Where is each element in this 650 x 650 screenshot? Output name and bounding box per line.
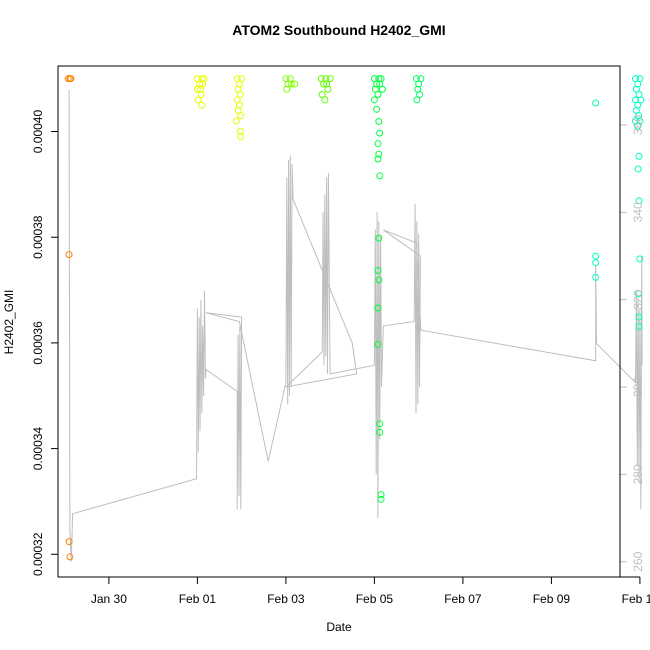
y-tick-label: 0.00032 xyxy=(31,532,45,576)
data-point xyxy=(375,150,383,158)
scatter-points-group xyxy=(64,75,645,561)
data-point xyxy=(326,75,334,83)
data-point xyxy=(592,273,600,281)
data-point xyxy=(376,129,384,137)
data-point xyxy=(376,80,384,88)
data-point xyxy=(237,112,245,120)
data-point xyxy=(232,117,240,125)
data-point xyxy=(65,538,73,546)
data-point xyxy=(198,75,206,83)
right-axis-trace-line xyxy=(68,89,643,562)
y-tick-label: 0.00040 xyxy=(31,110,45,154)
data-point xyxy=(65,251,73,259)
axes-group: Jan 30 Feb 01 Feb 03 Feb 05 Feb 07 Feb 09 Feb … xyxy=(31,110,650,606)
plot-frame xyxy=(57,65,621,578)
right-axis-trace-group xyxy=(68,89,643,562)
data-point xyxy=(376,428,384,436)
x-tick-label: Feb 05 xyxy=(356,592,394,606)
data-point xyxy=(375,117,383,125)
y-tick-label: 0.00034 xyxy=(31,427,45,471)
data-point xyxy=(375,75,383,83)
data-point xyxy=(318,91,326,99)
data-point xyxy=(370,96,378,104)
y-tick-label: 0.00036 xyxy=(31,321,45,365)
data-point xyxy=(374,155,382,163)
data-point xyxy=(67,75,75,83)
right-y-tick-label: 300 xyxy=(631,377,645,397)
data-point xyxy=(637,96,645,104)
x-tick-label: Feb 03 xyxy=(267,592,305,606)
data-point xyxy=(377,491,385,499)
data-point xyxy=(374,340,382,348)
data-point xyxy=(636,75,644,83)
right-y-tick-label: 320 xyxy=(631,289,645,309)
data-point xyxy=(194,96,202,104)
data-point xyxy=(632,85,640,93)
x-tick-label: Jan 30 xyxy=(91,592,127,606)
data-point xyxy=(635,290,643,298)
data-point xyxy=(375,234,383,242)
data-point xyxy=(287,80,295,88)
data-point xyxy=(635,152,643,160)
data-point xyxy=(592,252,600,260)
data-point xyxy=(375,276,383,284)
data-point xyxy=(377,495,385,503)
data-point xyxy=(371,85,379,93)
data-point xyxy=(374,304,382,312)
x-tick-label: Feb 09 xyxy=(533,592,571,606)
data-point xyxy=(196,85,204,93)
data-point xyxy=(413,96,421,104)
data-point xyxy=(197,91,205,99)
data-point xyxy=(378,85,386,93)
data-point xyxy=(417,75,425,83)
y-axis-label: H2402_GMI xyxy=(2,290,16,355)
x-axis-label: Date xyxy=(326,620,352,634)
data-point xyxy=(323,80,331,88)
data-point xyxy=(636,117,644,125)
data-point xyxy=(373,105,381,113)
data-point xyxy=(635,197,643,205)
right-y-tick-label: 280 xyxy=(631,464,645,484)
right-y-tick-label: 340 xyxy=(631,202,645,222)
data-point xyxy=(592,99,600,107)
data-point xyxy=(635,313,643,321)
data-point xyxy=(193,85,201,93)
right-y-tick-label: 360 xyxy=(631,115,645,135)
data-point xyxy=(374,140,382,148)
data-point xyxy=(416,91,424,99)
data-point xyxy=(291,80,299,88)
data-point xyxy=(322,75,330,83)
data-point xyxy=(236,91,244,99)
data-point xyxy=(238,75,246,83)
data-point xyxy=(374,267,382,275)
data-point xyxy=(321,96,329,104)
data-point xyxy=(286,75,294,83)
data-point xyxy=(376,420,384,428)
data-point xyxy=(634,165,642,173)
data-point xyxy=(200,75,208,83)
x-tick-label: Feb 11 xyxy=(622,592,650,606)
x-tick-label: Feb 07 xyxy=(444,592,482,606)
chart-title: ATOM2 Southbound H2402_GMI xyxy=(232,22,445,38)
x-tick-label: Feb 01 xyxy=(179,592,217,606)
data-point xyxy=(374,91,382,99)
data-point xyxy=(636,255,644,263)
data-point xyxy=(635,323,643,331)
data-point xyxy=(66,553,74,561)
y-tick-label: 0.00038 xyxy=(31,215,45,259)
data-point xyxy=(234,106,242,114)
data-point xyxy=(376,172,384,180)
data-point xyxy=(283,85,291,93)
data-point xyxy=(236,128,244,136)
data-point xyxy=(237,133,245,141)
data-point xyxy=(592,259,600,267)
right-y-tick-label: 260 xyxy=(631,551,645,571)
data-point xyxy=(198,101,206,109)
